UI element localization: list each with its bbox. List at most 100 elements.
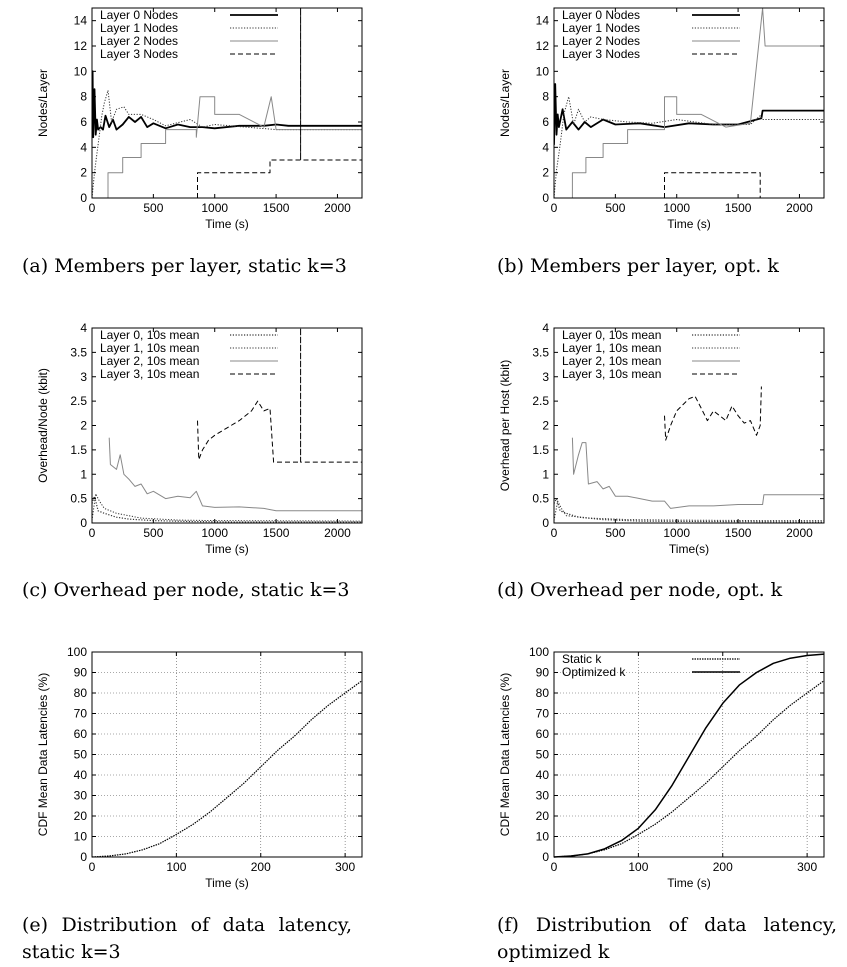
x-tick-label: 1500	[725, 201, 752, 215]
y-tick-label: 50	[74, 748, 88, 762]
y-axis-label: CDF Mean Data Latencies (%)	[498, 673, 512, 836]
series-line-1	[554, 500, 824, 522]
x-tick-label: 0	[89, 860, 96, 874]
caption-e: (e) Distribution of data latency, static…	[22, 914, 352, 963]
series-group	[554, 386, 824, 523]
x-tick-label: 2000	[324, 201, 351, 215]
y-tick-label: 3.5	[70, 345, 87, 359]
legend-label: Layer 1 Nodes	[562, 21, 640, 35]
series-line-0	[554, 680, 824, 858]
series-line-0	[92, 495, 362, 523]
x-tick-label: 0	[89, 526, 96, 540]
x-axis-label: Time (s)	[667, 217, 711, 231]
y-tick-label: 80	[74, 686, 88, 700]
x-tick-label: 0	[89, 201, 96, 215]
y-tick-label: 0.5	[532, 492, 549, 506]
y-tick-label: 20	[74, 809, 88, 823]
series-line-2	[571, 7, 824, 198]
panel-e: 0 100 200 300 0 10 20 30 40 50 60 70 80 90 100 Time (s)…	[0, 640, 380, 900]
y-tick-label: 1	[542, 467, 549, 481]
x-tick-label: 1500	[263, 526, 290, 540]
legend-label: Layer 0 Nodes	[562, 8, 640, 22]
x-tick-label: 0	[551, 201, 558, 215]
y-tick-label: 0	[542, 191, 549, 205]
y-tick-label: 10	[74, 64, 88, 78]
y-tick-label: 100	[67, 645, 87, 659]
x-axis-label: Time (s)	[205, 876, 249, 890]
legend-label: Layer 1, 10s mean	[562, 341, 661, 355]
caption-f: (f) Distribution of data latency, optimi…	[497, 914, 837, 963]
chart-f: 0 100 200 300 0 10 20 30 40 50 60 70 80 90 100 Time (s)…	[498, 645, 825, 890]
series-group	[92, 7, 362, 199]
y-tick-label: 3	[542, 370, 549, 384]
panel-b: 0 500 1000 1500 2000 0 2 4 6 8 10 12 14 Time (s) Nodes…	[462, 0, 842, 240]
x-tick-label: 500	[143, 526, 163, 540]
x-tick-label: 300	[335, 860, 355, 874]
y-tick-label: 6	[542, 115, 549, 129]
y-tick-label: 8	[542, 90, 549, 104]
y-tick-label: 80	[536, 686, 550, 700]
series-line-1	[554, 96, 824, 199]
legend-label: Layer 2 Nodes	[100, 34, 178, 48]
x-tick-label: 2000	[786, 201, 813, 215]
series-line-2	[107, 96, 362, 198]
x-tick-label: 1000	[201, 526, 228, 540]
series-line-1	[92, 493, 362, 522]
chart-b: 0 500 1000 1500 2000 0 2 4 6 8 10 12 14 Time (s) Nodes…	[498, 7, 825, 231]
series-line-1	[554, 653, 824, 858]
x-tick-label: 2000	[324, 526, 351, 540]
y-tick-label: 40	[74, 768, 88, 782]
panel-c: 0 500 1000 1500 2000 0 0.5 1 1.5 2 2.5 3 3.5 4 Time (s…	[0, 318, 380, 563]
y-tick-label: 14	[536, 14, 550, 28]
x-tick-label: 200	[713, 860, 733, 874]
legend-label: Layer 3, 10s mean	[100, 367, 199, 381]
y-axis-label: Nodes/Layer	[36, 69, 50, 137]
y-tick-label: 1	[80, 467, 87, 481]
y-tick-label: 12	[74, 39, 88, 53]
y-tick-label: 30	[74, 789, 88, 803]
y-tick-label: 10	[536, 830, 550, 844]
y-tick-label: 2.5	[70, 394, 87, 408]
y-tick-label: 0	[542, 850, 549, 864]
y-tick-label: 2	[80, 419, 87, 433]
series-line-2	[571, 437, 824, 509]
y-tick-label: 2	[542, 166, 549, 180]
y-tick-label: 90	[74, 666, 88, 680]
legend-label: Layer 3, 10s mean	[562, 367, 661, 381]
chart-d: 0 500 1000 1500 2000 0 0.5 1 1.5 2 2.5 3 3.5 4 Time(s)…	[498, 321, 825, 556]
legend-label: Optimized k	[562, 665, 626, 679]
series-line-0	[554, 498, 824, 523]
y-tick-label: 12	[536, 39, 550, 53]
x-axis-label: Time(s)	[669, 542, 709, 556]
y-tick-label: 2	[542, 419, 549, 433]
y-tick-label: 100	[529, 645, 549, 659]
y-tick-label: 4	[80, 321, 87, 335]
x-tick-label: 2000	[786, 526, 813, 540]
chart-a: 0 500 1000 1500 2000 0 2 4 6 8 10 12 14 Time (s) Nodes…	[36, 7, 363, 231]
legend-label: Layer 2, 10s mean	[100, 354, 199, 368]
x-tick-label: 1500	[725, 526, 752, 540]
y-tick-label: 0.5	[70, 492, 87, 506]
y-tick-label: 2.5	[532, 394, 549, 408]
x-tick-label: 500	[143, 201, 163, 215]
y-tick-label: 70	[536, 707, 550, 721]
y-tick-label: 0	[80, 516, 87, 530]
x-tick-label: 0	[551, 526, 558, 540]
x-tick-label: 0	[551, 860, 558, 874]
y-axis-label: CDF Mean Data Latencies (%)	[36, 673, 50, 836]
series-line-3	[664, 386, 762, 441]
caption-a: (a) Members per layer, static k=3	[22, 255, 347, 277]
y-tick-label: 0	[542, 516, 549, 530]
series-group	[92, 680, 362, 858]
x-tick-label: 1000	[663, 201, 690, 215]
legend-label: Layer 0 Nodes	[100, 8, 178, 22]
x-tick-label: 100	[628, 860, 648, 874]
caption-c: (c) Overhead per node, static k=3	[22, 579, 350, 601]
y-tick-label: 4	[542, 140, 549, 154]
legend-label: Layer 1 Nodes	[100, 21, 178, 35]
x-tick-label: 1000	[663, 526, 690, 540]
y-tick-label: 8	[80, 90, 87, 104]
y-tick-label: 70	[74, 707, 88, 721]
y-tick-label: 10	[74, 830, 88, 844]
legend-label: Layer 3 Nodes	[100, 47, 178, 61]
